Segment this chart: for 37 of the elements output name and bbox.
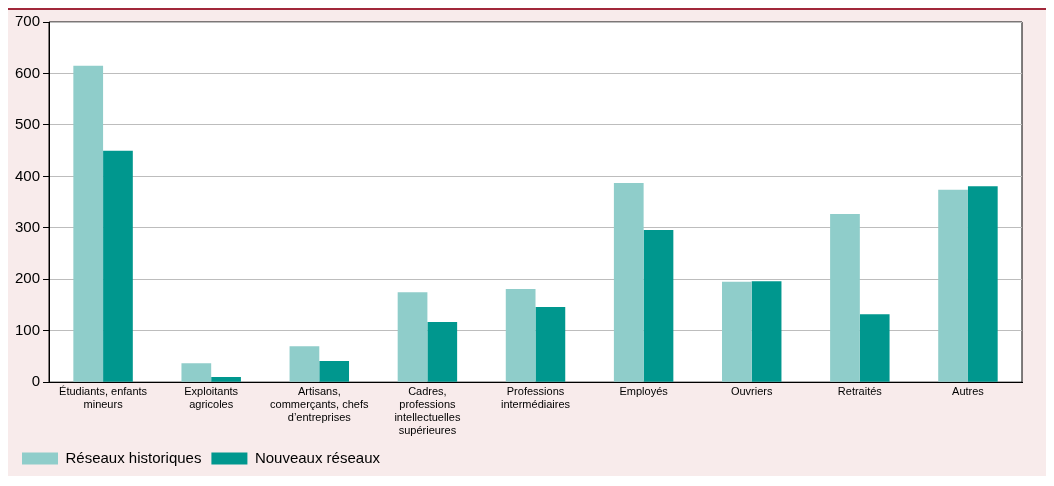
bar (938, 189, 968, 382)
bar (211, 377, 241, 382)
bar (613, 183, 644, 382)
bar (643, 229, 674, 382)
x-tick-label: Autres (952, 384, 985, 397)
y-tick-label: 600 (15, 63, 41, 81)
x-tick-label: Cadres, professions intellectuelles supérieures (394, 384, 461, 437)
x-tick-label: Employés (619, 384, 669, 397)
x-tick-label: Étudiants, enfants mineurs (59, 384, 148, 411)
bar (427, 322, 458, 382)
y-tick-label: 700 (15, 12, 41, 30)
bar (181, 363, 212, 382)
bar (103, 150, 133, 382)
bar (505, 289, 536, 382)
x-tick-label: Retraités (837, 384, 883, 397)
x-tick-label: Artisans, commerçants, chefs d’entreprises (270, 384, 370, 424)
bar (722, 281, 752, 382)
y-tick-label: 200 (15, 269, 41, 287)
y-tick-label: 100 (15, 320, 41, 338)
x-tick-label: Professions intermédiaires (500, 384, 571, 411)
x-tick-label: Ouvriers (730, 384, 774, 397)
bar (73, 65, 104, 382)
bar (319, 361, 350, 382)
legend-label: Nouveaux réseaux (254, 448, 381, 466)
bar (397, 292, 428, 382)
bar (535, 307, 566, 382)
legend-label: Réseaux historiques (65, 448, 202, 466)
y-tick-label: 0 (31, 372, 41, 390)
bar (289, 346, 320, 382)
y-tick-label: 300 (15, 217, 41, 235)
y-tick-label: 400 (15, 166, 41, 184)
x-tick-label: Exploitants agricoles (184, 384, 239, 411)
bar (830, 213, 860, 382)
y-tick-label: 500 (15, 115, 41, 133)
bar (859, 314, 890, 382)
bar (967, 186, 998, 382)
bar (751, 281, 782, 382)
